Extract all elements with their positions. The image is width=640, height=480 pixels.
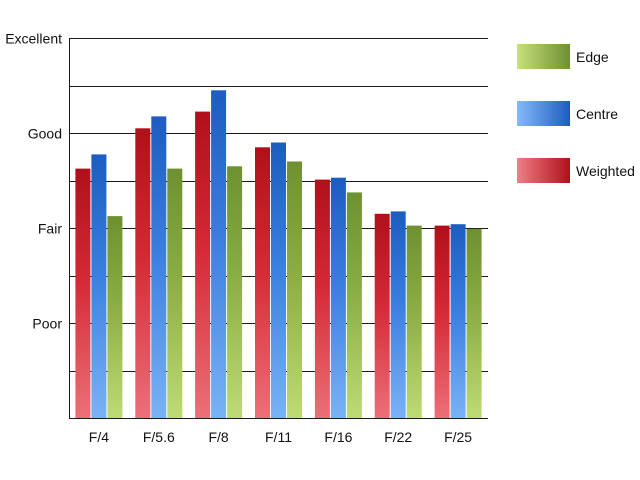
bar-edge-f-8 <box>227 166 243 419</box>
legend-swatch-edge <box>517 44 570 69</box>
legend-label-edge: Edge <box>576 49 609 65</box>
x-tick-label-f-25: F/25 <box>444 429 472 445</box>
y-tick-labels: Poor Fair Good Excellent <box>5 31 62 332</box>
bar-edge-f-22 <box>406 225 422 418</box>
y-tick-label-excellent: Excellent <box>5 31 62 47</box>
bar-centre-f-22 <box>390 211 406 418</box>
bar-weighted-f-22 <box>374 213 390 419</box>
bar-weighted-f-8 <box>195 111 211 418</box>
axes <box>69 38 488 419</box>
bar-weighted-f-16 <box>314 179 330 418</box>
legend-swatch-centre <box>517 101 570 126</box>
bar-edge-f-4 <box>107 216 123 418</box>
x-tick-label-f-5-6: F/5.6 <box>143 429 175 445</box>
x-tick-labels: F/4 F/5.6 F/8 F/11 F/16 F/22 F/25 <box>89 429 473 445</box>
bar-centre-f-16 <box>330 177 346 418</box>
y-tick-label-good: Good <box>28 126 62 142</box>
legend-label-centre: Centre <box>576 106 618 122</box>
bar-edge-f-11 <box>287 161 302 418</box>
bar-centre-f-8 <box>211 90 227 419</box>
bar-edge-f-16 <box>346 192 362 418</box>
bar-centre-f-5-6 <box>151 116 167 419</box>
legend-swatch-weighted <box>517 158 570 183</box>
bar-weighted-f-11 <box>255 147 270 419</box>
legend-label-weighted: Weighted <box>576 163 635 179</box>
bar-edge-f-25 <box>466 228 482 418</box>
legend-item-weighted: Weighted <box>517 158 635 183</box>
x-tick-label-f-8: F/8 <box>208 429 228 445</box>
x-tick-label-f-11: F/11 <box>265 429 292 445</box>
x-tick-label-f-22: F/22 <box>384 429 412 445</box>
x-tick-label-f-4: F/4 <box>89 429 109 445</box>
legend-item-centre: Centre <box>517 101 618 126</box>
bar-weighted-f-5-6 <box>135 128 151 419</box>
x-tick-label-f-16: F/16 <box>324 429 352 445</box>
bar-centre-f-25 <box>450 224 466 418</box>
bar-centre-f-11 <box>271 142 286 418</box>
bars <box>75 90 482 419</box>
legend: Edge Centre Weighted <box>517 44 635 183</box>
y-tick-label-poor: Poor <box>32 316 62 332</box>
bar-centre-f-4 <box>91 154 107 418</box>
legend-item-edge: Edge <box>517 44 609 69</box>
bar-weighted-f-25 <box>434 225 450 418</box>
bar-edge-f-5-6 <box>167 168 183 418</box>
y-tick-label-fair: Fair <box>38 221 62 237</box>
bar-weighted-f-4 <box>75 168 91 418</box>
